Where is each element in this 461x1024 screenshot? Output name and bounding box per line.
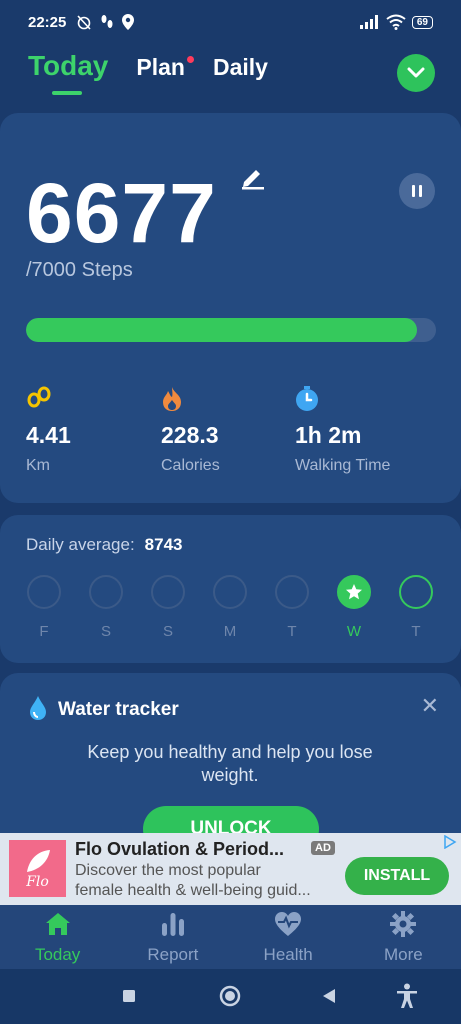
daily-average-label: Daily average:	[26, 535, 135, 554]
footsteps-icon	[101, 15, 113, 28]
nav-today-label: Today	[34, 945, 81, 964]
distance-label: Km	[26, 457, 50, 474]
nav-health[interactable]: Health	[231, 905, 346, 969]
ad-badge: AD	[311, 841, 335, 855]
gear-icon	[390, 911, 417, 937]
pause-button[interactable]	[399, 173, 435, 209]
ad-description-line2: female health & well-being guid...	[75, 882, 311, 899]
tab-daily[interactable]: Daily	[212, 54, 268, 80]
chevron-down-icon	[407, 67, 425, 78]
stat-distance: 4.41 Km	[26, 386, 71, 475]
ad-description-line1: Discover the most popular	[75, 862, 261, 879]
flo-logo: Flo	[9, 840, 66, 897]
step-count: 6677	[26, 166, 217, 260]
bar-chart-icon	[161, 913, 184, 936]
water-tracker-title: Water tracker	[58, 699, 179, 720]
day-wednesday[interactable]: W	[336, 575, 372, 640]
calories-value: 228.3	[161, 422, 219, 448]
back-icon[interactable]	[322, 988, 336, 1004]
nav-today[interactable]: Today	[0, 905, 115, 969]
daily-average-value: 8743	[144, 535, 183, 554]
step-goal: /7000 Steps	[26, 259, 133, 281]
stat-walking-time: 1h 2m Walking Time	[295, 386, 390, 475]
ad-title: Flo Ovulation & Period...	[75, 839, 285, 859]
feather-icon	[26, 849, 50, 872]
steps-card: 6677 /7000 Steps 4.41 Km 228.3 Calories …	[0, 113, 461, 503]
heart-pulse-icon	[275, 912, 302, 936]
home-button-icon[interactable]	[219, 985, 241, 1007]
calories-label: Calories	[161, 457, 220, 474]
ad-banner[interactable]: Flo Flo Ovulation & Period... AD Discove…	[0, 833, 461, 905]
footprints-icon	[27, 386, 51, 408]
tab-today[interactable]: Today	[28, 50, 109, 81]
distance-value: 4.41	[26, 422, 71, 448]
edit-goal-button[interactable]	[240, 166, 266, 195]
day-friday[interactable]: F	[26, 575, 62, 640]
dropdown-button[interactable]	[397, 54, 435, 92]
nav-report-label: Report	[147, 945, 199, 964]
day-tuesday[interactable]: T	[274, 575, 310, 640]
ad-choices-icon[interactable]	[443, 835, 457, 849]
top-tabs: Today Plan Daily	[28, 50, 268, 82]
pencil-icon	[242, 170, 264, 190]
close-icon[interactable]: ✕	[420, 693, 439, 718]
stat-calories: 228.3 Calories	[161, 386, 220, 475]
home-icon	[45, 913, 70, 935]
day-thursday[interactable]: T	[398, 575, 434, 640]
status-time: 22:25	[28, 13, 67, 31]
walking-time-label: Walking Time	[295, 457, 391, 474]
walking-time-value: 1h 2m	[295, 422, 362, 448]
recents-icon[interactable]	[122, 989, 136, 1003]
ad-install-button[interactable]: INSTALL	[345, 857, 449, 895]
battery-indicator: 69	[411, 15, 433, 29]
stopwatch-icon	[296, 386, 318, 411]
nav-more[interactable]: More	[346, 905, 461, 969]
week-days: F S S M T W T	[26, 575, 436, 645]
flo-logo-text: Flo	[26, 873, 49, 890]
system-navigation-bar	[0, 969, 461, 1024]
tab-plan-label: Plan	[136, 54, 185, 80]
water-drop-icon	[30, 696, 46, 720]
day-sunday[interactable]: S	[150, 575, 186, 640]
nav-more-label: More	[384, 945, 423, 964]
star-icon	[346, 584, 362, 600]
tab-plan[interactable]: Plan	[136, 54, 194, 81]
day-saturday[interactable]: S	[88, 575, 124, 640]
notification-dot	[186, 56, 194, 63]
nav-report[interactable]: Report	[115, 905, 230, 969]
flame-icon	[163, 387, 181, 411]
accessibility-icon[interactable]	[396, 983, 418, 1009]
alarm-off-icon	[77, 15, 91, 30]
water-tracker-description: Keep you healthy and help you lose weigh…	[87, 742, 373, 786]
weekly-card: Daily average: 8743 F S S M T W T	[0, 515, 461, 663]
signal-icon	[359, 15, 378, 29]
location-icon	[122, 14, 135, 30]
steps-progress-bar	[26, 318, 436, 342]
nav-health-label: Health	[263, 945, 313, 964]
day-monday[interactable]: M	[212, 575, 248, 640]
wifi-icon	[386, 14, 406, 30]
status-bar: 22:25 69	[0, 0, 461, 44]
bottom-nav: Today Report Health More	[0, 905, 461, 969]
active-tab-indicator	[52, 91, 82, 95]
steps-progress-fill	[26, 318, 418, 342]
daily-average: Daily average: 8743	[26, 535, 183, 555]
